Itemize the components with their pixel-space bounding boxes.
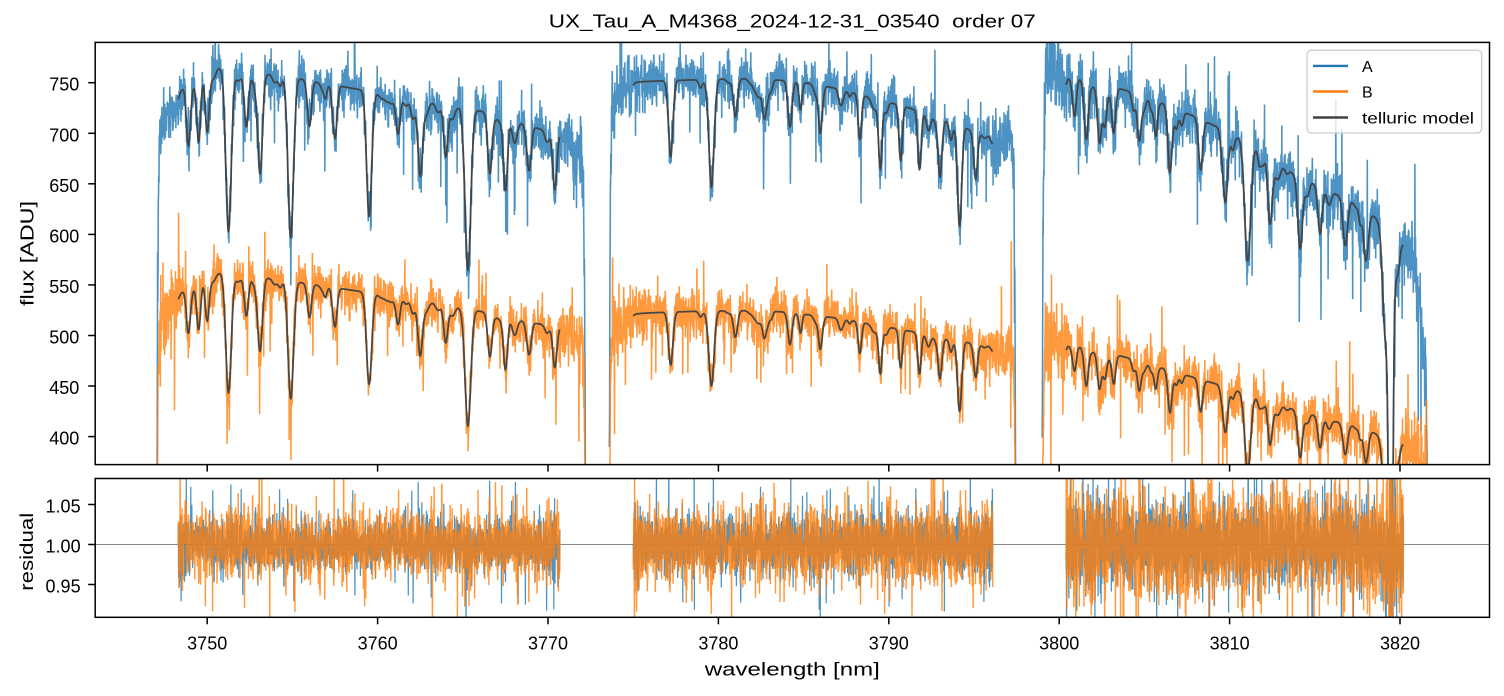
svg-text:3750: 3750 <box>187 634 227 654</box>
svg-text:550: 550 <box>49 277 79 297</box>
svg-text:3770: 3770 <box>528 634 568 654</box>
svg-text:1.05: 1.05 <box>46 497 81 517</box>
svg-text:UX_Tau_A_M4368_2024-12-31_0354: UX_Tau_A_M4368_2024-12-31_03540 order 07 <box>549 10 1036 32</box>
svg-text:telluric model: telluric model <box>1362 111 1474 128</box>
svg-text:650: 650 <box>49 176 79 196</box>
svg-text:3800: 3800 <box>1039 634 1079 654</box>
svg-text:3810: 3810 <box>1210 634 1250 654</box>
svg-text:3820: 3820 <box>1380 634 1420 654</box>
svg-text:flux [ADU]: flux [ADU] <box>17 201 38 306</box>
svg-text:400: 400 <box>49 429 79 449</box>
svg-text:700: 700 <box>49 125 79 145</box>
svg-text:0.95: 0.95 <box>46 577 81 597</box>
svg-text:450: 450 <box>49 378 79 398</box>
svg-text:wavelength [nm]: wavelength [nm] <box>704 658 880 679</box>
svg-text:500: 500 <box>49 328 79 348</box>
svg-text:B: B <box>1362 85 1373 102</box>
svg-text:3790: 3790 <box>869 634 909 654</box>
svg-text:600: 600 <box>49 226 79 246</box>
svg-text:1.00: 1.00 <box>46 537 81 557</box>
svg-text:3780: 3780 <box>698 634 738 654</box>
svg-text:3760: 3760 <box>358 634 398 654</box>
svg-text:750: 750 <box>49 75 79 95</box>
svg-text:A: A <box>1362 59 1373 76</box>
svg-text:residual: residual <box>16 513 37 591</box>
